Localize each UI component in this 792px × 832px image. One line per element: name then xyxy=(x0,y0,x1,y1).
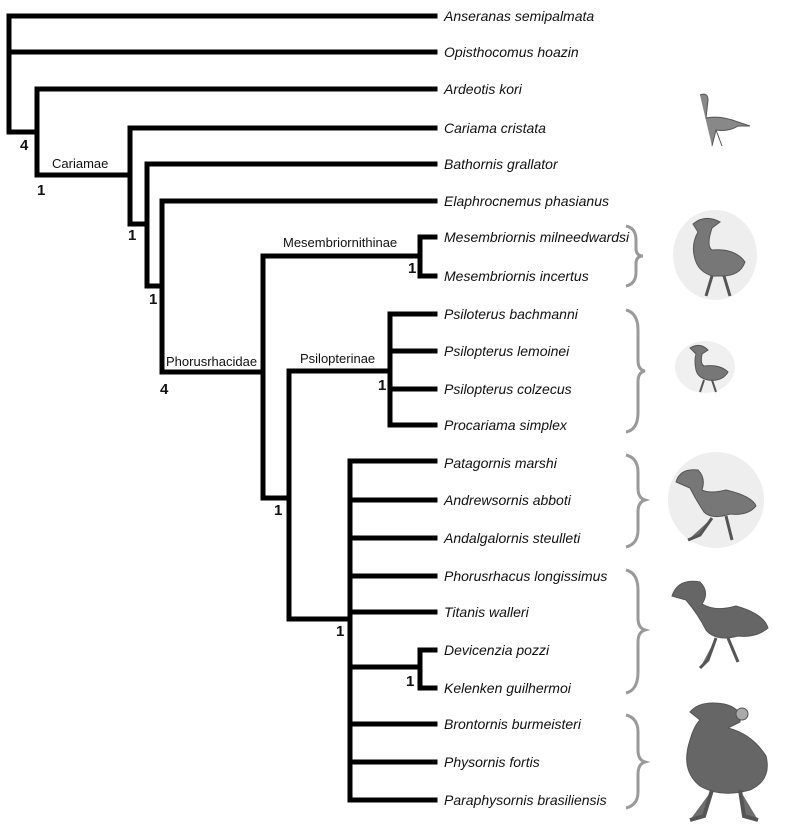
node-mesembriornithinae xyxy=(417,234,438,279)
support-value: 1 xyxy=(149,291,158,308)
node-psilopterinae xyxy=(387,311,438,428)
support-value: 4 xyxy=(20,137,29,154)
brace-psilopterinae xyxy=(625,308,646,434)
phorusrhacus-illustration xyxy=(671,580,769,670)
taxon-label: Psilopterus lemoinei xyxy=(444,343,570,359)
support-value: 4 xyxy=(160,381,169,398)
taxon-label: Opisthocomus hoazin xyxy=(444,44,579,60)
taxon-label: Psiloterus bachmanni xyxy=(444,306,578,322)
taxon-label: Physornis fortis xyxy=(444,754,540,770)
node-large-phorusrhacids xyxy=(347,458,438,803)
brace-mesembriornis xyxy=(625,224,644,288)
node-psilo-sister xyxy=(286,368,393,622)
taxon-label: Procariama simplex xyxy=(444,417,567,433)
taxon-label: Andrewsornis abboti xyxy=(444,492,571,508)
taxon-label: Andalgalornis steulleti xyxy=(444,530,581,546)
node-cariamae xyxy=(127,125,438,227)
taxon-label: Psilopterus colzecus xyxy=(444,381,572,397)
brontornis-illustration xyxy=(686,702,768,822)
support-value: 1 xyxy=(408,260,417,277)
node-bathornis xyxy=(144,161,438,289)
taxon-label: Anseranas semipalmata xyxy=(444,8,595,24)
brace-brontornis xyxy=(625,713,651,810)
cariama-illustration xyxy=(699,93,751,147)
node-ardeotis-cariamae xyxy=(34,86,438,178)
taxon-label: Mesembriornis milneedwardsi xyxy=(444,229,630,245)
support-value: 1 xyxy=(128,227,137,244)
brace-patagornis xyxy=(625,453,651,549)
support-value: 1 xyxy=(336,623,345,640)
taxon-label: Kelenken guilhermoi xyxy=(444,680,571,696)
node-elaphrocnemus xyxy=(159,198,438,375)
taxon-label: Mesembriornis incertus xyxy=(444,268,589,284)
taxon-label: Cariama cristata xyxy=(444,120,546,136)
taxon-label: Elaphrocnemus phasianus xyxy=(444,193,609,209)
group-braces xyxy=(625,224,651,810)
brace-phorusrhacus xyxy=(625,568,651,695)
taxon-label: Paraphysornis brasiliensis xyxy=(444,792,607,808)
taxon-label: Ardeotis kori xyxy=(444,81,522,97)
root-node xyxy=(6,13,438,135)
taxon-label: Patagornis marshi xyxy=(444,455,557,471)
node-phorusrhacidae xyxy=(260,253,421,501)
clade-label-cariamae: Cariamae xyxy=(52,156,109,171)
clade-label-psilopterinae: Psilopterinae xyxy=(300,351,376,366)
taxon-label: Titanis walleri xyxy=(444,604,529,620)
taxon-label: Phorusrhacus longissimus xyxy=(444,568,608,584)
support-value: 1 xyxy=(37,182,46,199)
taxon-label: Devicenzia pozzi xyxy=(444,642,550,658)
support-value: 1 xyxy=(406,673,415,690)
clade-label-mesembriornithinae: Mesembriornithinae xyxy=(283,235,398,250)
taxon-label: Bathornis grallator xyxy=(444,156,558,172)
support-value: 1 xyxy=(274,502,283,519)
taxon-label: Brontornis burmeisteri xyxy=(444,716,581,732)
mesembriornis-illustration xyxy=(673,210,757,300)
node-devicenzia-kelenken xyxy=(417,647,438,691)
patagornis-illustration xyxy=(668,452,764,548)
clade-label-phorusrhacidae: Phorusrhacidae xyxy=(166,354,258,369)
psilopterus-illustration xyxy=(675,341,735,393)
support-value: 1 xyxy=(378,377,387,394)
